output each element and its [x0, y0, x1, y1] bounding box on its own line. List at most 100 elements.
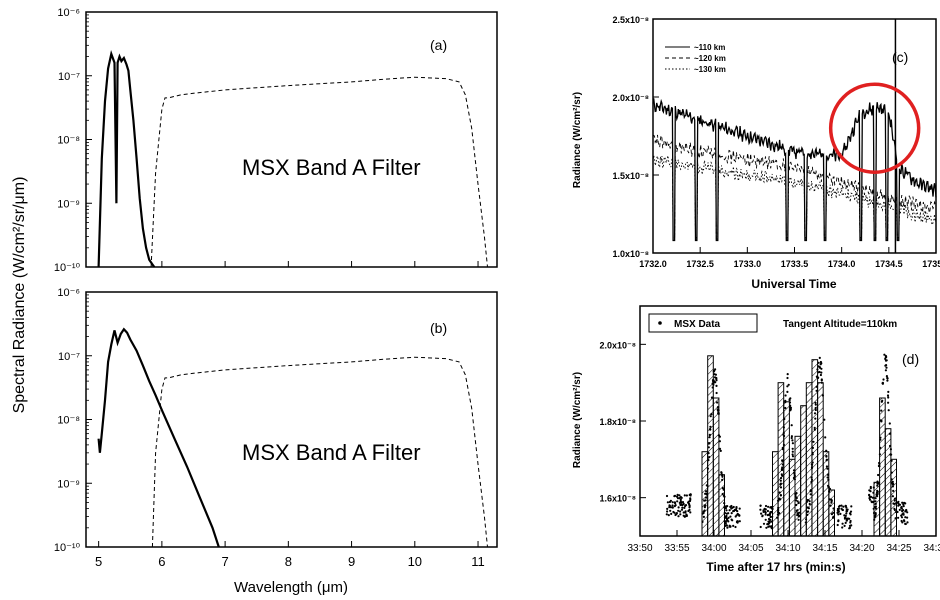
panel-d-data-point	[767, 505, 770, 508]
panel-d-data-point	[830, 513, 834, 516]
panel-d-data-point	[676, 497, 680, 500]
panel-d-data-point	[897, 516, 900, 519]
panel-d-data-point	[703, 499, 706, 502]
panel-d-data-point	[886, 377, 889, 380]
panel-d-data-point	[826, 476, 829, 479]
panel-c-xtick-label: 1735.0	[922, 259, 940, 269]
panel-d-data-point	[890, 478, 893, 481]
panel-d-data-point	[791, 455, 795, 458]
panel-d-data-point	[829, 504, 832, 507]
panel-b-annotation: MSX Band A Filter	[242, 440, 421, 465]
panel-d-data-point	[898, 503, 902, 506]
panel-d-data-point	[759, 508, 762, 511]
panel-d-data-point	[787, 383, 790, 386]
panel-d-data-point	[726, 519, 729, 522]
panel-d-data-point	[687, 509, 690, 513]
panel-d-data-point	[685, 494, 689, 497]
panel-d-data-point	[762, 510, 765, 513]
panel-d-xlabel: Time after 17 hrs (min:s)	[706, 560, 845, 574]
panel-d-data-point	[876, 489, 879, 492]
panel-d-data-point	[707, 452, 710, 455]
panel-d-data-point	[679, 513, 682, 516]
panel-c-legend-label: ~130 km	[694, 65, 726, 74]
panel-d-data-point	[828, 487, 832, 490]
panel-b-series-dashed	[151, 356, 488, 548]
panel-d-data-point	[878, 453, 882, 456]
panel-c-xtick-label: 1732.0	[639, 259, 667, 269]
panel-d-data-point	[814, 403, 817, 406]
panel-d-data-point	[813, 426, 816, 429]
panel-d-data-point	[871, 496, 874, 499]
panel-d-data-point	[806, 498, 810, 502]
panel-d-data-point	[887, 390, 890, 393]
panel-d-data-point	[906, 521, 909, 524]
panel-a-ytick-label: 10⁻⁷	[58, 71, 80, 83]
panel-d-data-point	[848, 524, 852, 528]
panel-d-data-point	[879, 438, 882, 441]
panel-d-data-point	[891, 481, 894, 484]
panel-d-data-point	[707, 459, 710, 462]
panel-d-data-point	[872, 511, 876, 515]
panel-d-data-point	[896, 510, 899, 513]
panel-d-data-point	[671, 504, 674, 507]
panel-d-data-point	[781, 459, 784, 462]
panel-d-data-point	[849, 513, 852, 516]
panel-d-data-point	[806, 513, 809, 517]
panel-d-data-point	[770, 510, 774, 513]
panel-d-annotation: Tangent Altitude=110km	[783, 319, 897, 330]
panel-d-data-point	[900, 516, 904, 519]
panel-d-data-point	[901, 501, 904, 504]
panel-d-data-point	[712, 383, 715, 386]
panel-c-legend-label: ~120 km	[694, 54, 726, 63]
panel-b-xtick-label: 9	[348, 554, 355, 569]
panel-d-data-point	[849, 510, 853, 513]
panel-d-data-point	[790, 436, 793, 440]
panel-d-data-point	[709, 415, 712, 418]
panel-d-data-point	[810, 463, 813, 466]
panel-d-bar	[783, 401, 790, 537]
panel-d-data-point	[771, 515, 774, 518]
panel-d-data-point	[832, 511, 835, 514]
panel-d-data-point	[769, 506, 773, 509]
panel-d-data-point	[668, 504, 672, 507]
panel-d-data-point	[729, 515, 732, 518]
panel-d-data-point	[677, 506, 680, 509]
panel-d-data-point	[906, 516, 909, 519]
panel-d-data-point	[836, 509, 839, 512]
panel-d-data-point	[889, 448, 893, 451]
panel-d-data-point	[814, 408, 817, 412]
panel-d-data-point	[717, 406, 720, 409]
panel-d-data-point	[716, 401, 719, 404]
panel-d-data-point	[782, 443, 786, 446]
panel-d-data-point	[760, 512, 763, 515]
panel-d-data-point	[764, 504, 768, 508]
panel-d-data-point	[837, 520, 840, 523]
panel-d-data-point	[903, 501, 906, 504]
panel-d-data-point	[873, 518, 876, 522]
panel-d-data-point	[843, 524, 846, 528]
panel-d-data-point	[791, 439, 794, 442]
panel-d-data-point	[827, 473, 830, 476]
panel-d-data-point	[680, 508, 684, 511]
panel-d-data-point	[883, 353, 886, 356]
panel-d-data-point	[869, 485, 872, 489]
panel-d-data-point	[879, 419, 883, 422]
panel-d-data-point	[759, 525, 762, 529]
panel-d-data-point	[825, 449, 828, 452]
panel-d-data-point	[673, 511, 676, 514]
panel-d-data-point	[704, 492, 707, 495]
panel-d-data-point	[828, 498, 831, 501]
panel-d-data-point	[684, 515, 687, 518]
panel-d-data-point	[671, 506, 674, 509]
panel-d-data-point	[714, 381, 717, 384]
panel-d-data-point	[776, 516, 779, 519]
panel-d-data-point	[870, 500, 873, 503]
panel-d-data-point	[689, 497, 692, 500]
panel-d-data-point	[817, 371, 820, 374]
panel-d-data-point	[820, 371, 823, 374]
panel-d-data-point	[764, 518, 767, 521]
panel-d-data-point	[848, 526, 852, 530]
panel-c-ytick-label: 2.0x10⁻⁸	[612, 93, 649, 103]
panel-d-data-point	[830, 499, 833, 502]
panel-d-data-point	[681, 504, 684, 507]
